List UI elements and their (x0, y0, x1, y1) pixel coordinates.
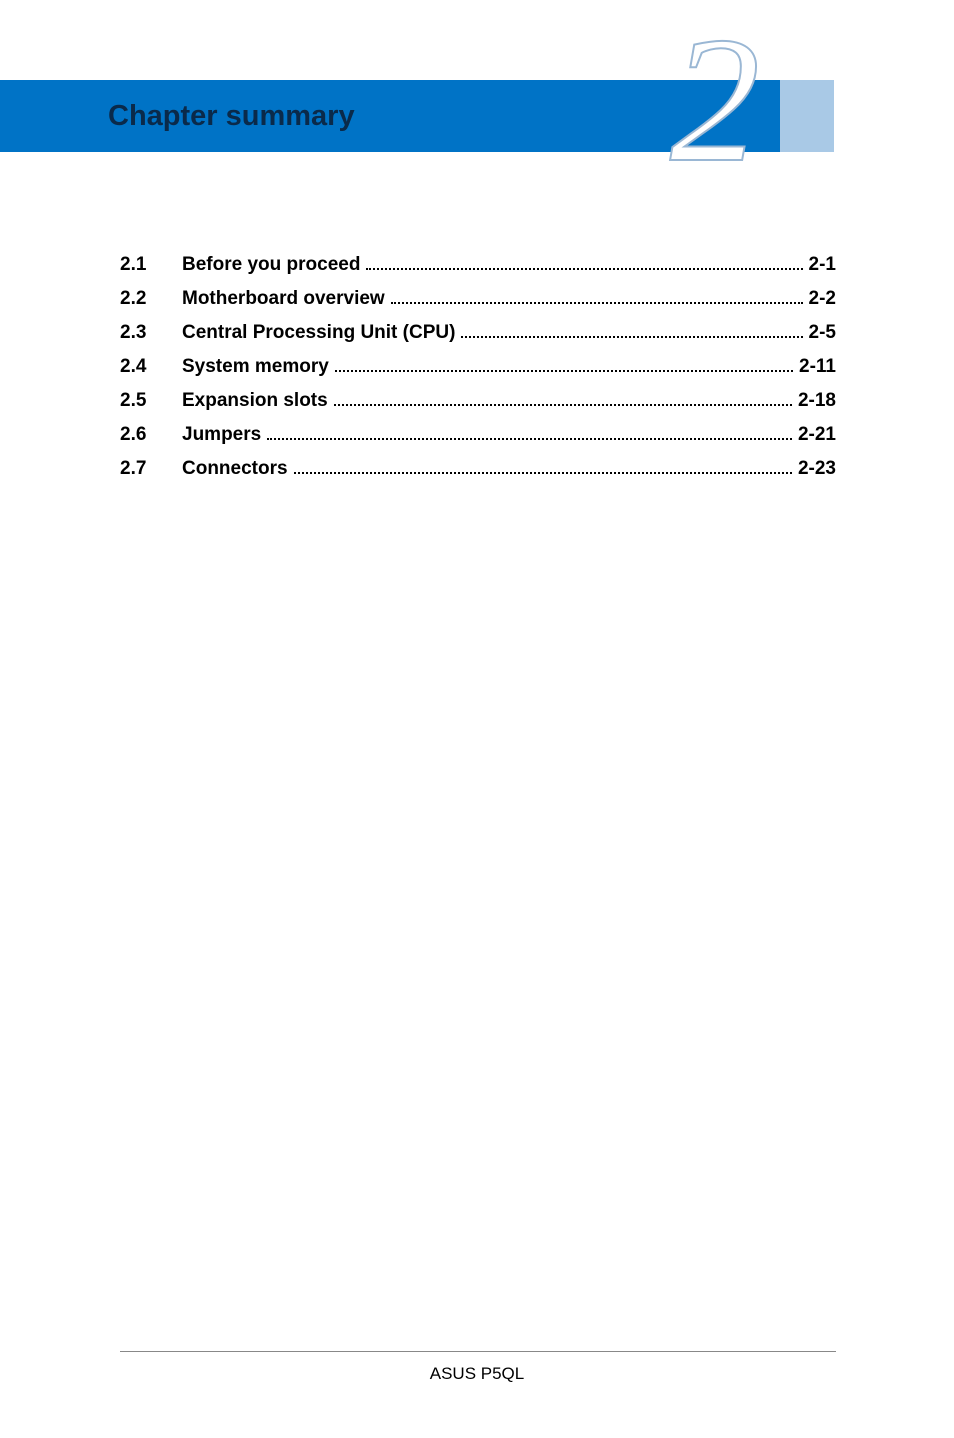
toc-section-number: 2.3 (120, 322, 182, 344)
toc-leader-dots (267, 438, 792, 440)
toc-row: 2.5 Expansion slots 2-18 (120, 390, 836, 412)
toc-page-number: 2-23 (794, 458, 836, 480)
chapter-number-outline: 2 (670, 10, 760, 190)
toc-leader-dots (294, 472, 792, 474)
toc-page-number: 2-21 (794, 424, 836, 446)
toc-section-title: Before you proceed (182, 254, 364, 276)
toc-page-number: 2-18 (794, 390, 836, 412)
toc-page-number: 2-11 (795, 356, 836, 378)
toc-row: 2.1 Before you proceed 2-1 (120, 254, 836, 276)
toc-leader-dots (366, 268, 802, 270)
toc-row: 2.3 Central Processing Unit (CPU) 2-5 (120, 322, 836, 344)
chapter-banner: Chapter summary (0, 80, 780, 152)
toc-page-number: 2-2 (805, 288, 836, 310)
toc-leader-dots (461, 336, 802, 338)
toc-section-title: Expansion slots (182, 390, 332, 412)
toc-leader-dots (335, 370, 793, 372)
toc-leader-dots (391, 302, 803, 304)
toc-section-number: 2.4 (120, 356, 182, 378)
toc-row: 2.6 Jumpers 2-21 (120, 424, 836, 446)
toc-page-number: 2-5 (805, 322, 836, 344)
footer-text: ASUS P5QL (0, 1364, 954, 1384)
toc-section-title: System memory (182, 356, 333, 378)
toc-section-title: Central Processing Unit (CPU) (182, 322, 459, 344)
toc-section-number: 2.6 (120, 424, 182, 446)
toc-section-title: Motherboard overview (182, 288, 389, 310)
toc-section-title: Jumpers (182, 424, 265, 446)
toc-section-number: 2.2 (120, 288, 182, 310)
chapter-banner-title: Chapter summary (108, 100, 355, 133)
toc-section-number: 2.7 (120, 458, 182, 480)
toc-section-number: 2.5 (120, 390, 182, 412)
toc-leader-dots (334, 404, 792, 406)
toc-row: 2.2 Motherboard overview 2-2 (120, 288, 836, 310)
toc-section-number: 2.1 (120, 254, 182, 276)
toc-page-number: 2-1 (805, 254, 836, 276)
banner-right-strip (780, 80, 834, 152)
toc-section-title: Connectors (182, 458, 292, 480)
toc-row: 2.7 Connectors 2-23 (120, 458, 836, 480)
table-of-contents: 2.1 Before you proceed 2-1 2.2 Motherboa… (120, 254, 836, 492)
toc-row: 2.4 System memory 2-11 (120, 356, 836, 378)
footer-divider (120, 1351, 836, 1352)
